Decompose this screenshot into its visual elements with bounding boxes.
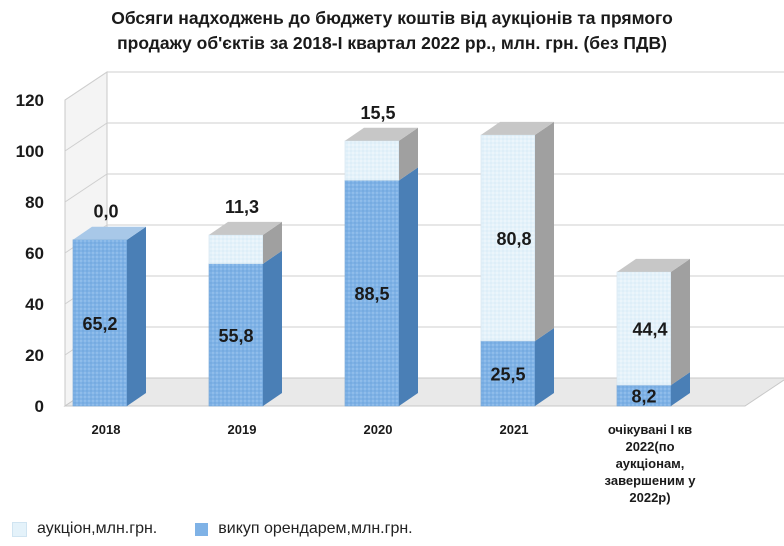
chart-title-line-2: продажу об'єктів за 2018-І квартал 2022 …	[117, 33, 667, 53]
bar-buyout-0	[72, 239, 128, 407]
data-label-auction-0: 0,0	[93, 202, 118, 222]
bar-side-auction-3	[535, 121, 554, 341]
x-tick-label-4-line-3: завершеним у	[605, 473, 697, 488]
y-tick-label-0: 0	[35, 397, 44, 416]
x-tick-label-4-line-1: 2022(по	[625, 439, 674, 454]
x-tick-label-2-line-0: 2020	[364, 422, 393, 437]
data-label-auction-1: 11,3	[225, 197, 259, 217]
data-label-auction-3: 80,8	[496, 229, 531, 249]
bar-top-buyout-0	[73, 226, 146, 240]
bar-buyout-1	[208, 263, 264, 407]
data-label-buyout-0: 65,2	[82, 314, 117, 334]
bar-auction-1	[208, 234, 264, 265]
bar-top-auction-3	[481, 121, 554, 135]
bar-buyout-2	[344, 180, 400, 407]
gridline-120	[64, 71, 784, 101]
gridline-80	[64, 173, 784, 203]
legend-swatch-buyout	[195, 522, 209, 536]
chart-legend: аукціон,млн.грн. викуп орендарем,млн.грн…	[12, 518, 451, 540]
y-tick-label-100: 100	[16, 142, 44, 161]
legend-label-auction: аукціон,млн.грн.	[37, 520, 158, 537]
bar-top-auction-2	[345, 127, 418, 141]
data-label-buyout-2: 88,5	[354, 284, 389, 304]
bar-buyout-3	[480, 340, 536, 407]
legend-item-buyout: викуп орендарем,млн.грн.	[195, 520, 413, 538]
y-tick-label-60: 60	[25, 244, 44, 263]
bar-side-buyout-1	[263, 250, 282, 406]
bar-side-auction-1	[263, 221, 282, 264]
bar-side-auction-4	[671, 258, 690, 386]
data-label-buyout-3: 25,5	[490, 364, 525, 384]
x-tick-label-4-line-4: 2022р)	[629, 490, 670, 505]
x-tick-label-4-line-2: аукціонам,	[616, 456, 685, 471]
y-tick-label-40: 40	[25, 295, 44, 314]
bar-auction-2	[344, 140, 400, 181]
legend-item-auction: аукціон,млн.грн.	[12, 520, 157, 538]
bar-side-buyout-4	[671, 372, 690, 406]
y-tick-label-120: 120	[16, 91, 44, 110]
gridline-100	[64, 122, 784, 152]
x-tick-label-3-line-0: 2021	[500, 422, 529, 437]
data-label-auction-4: 44,4	[632, 319, 667, 339]
bar-side-buyout-0	[127, 226, 146, 406]
x-tick-label-4-line-0: очікувані І кв	[608, 422, 692, 437]
legend-label-buyout: викуп орендарем,млн.грн.	[218, 520, 413, 537]
data-label-auction-2: 15,5	[360, 103, 395, 123]
bar-side-buyout-2	[399, 167, 418, 406]
bar-side-auction-2	[399, 127, 418, 181]
bar-top-auction-1	[209, 221, 282, 235]
chart-title: Обсяги надходжень до бюджету коштів від …	[0, 6, 784, 56]
x-tick-label-1-line-0: 2019	[228, 422, 257, 437]
chart-title-line-1: Обсяги надходжень до бюджету коштів від …	[111, 8, 673, 28]
y-tick-label-80: 80	[25, 193, 44, 212]
x-tick-label-0-line-0: 2018	[92, 422, 121, 437]
data-label-buyout-1: 55,8	[218, 326, 253, 346]
data-label-buyout-4: 8,2	[631, 387, 656, 407]
legend-swatch-auction	[12, 521, 27, 537]
bar-top-auction-4	[617, 258, 690, 272]
bar-side-buyout-3	[535, 327, 554, 406]
bar-auction-3	[480, 134, 536, 342]
y-tick-label-20: 20	[25, 346, 44, 365]
